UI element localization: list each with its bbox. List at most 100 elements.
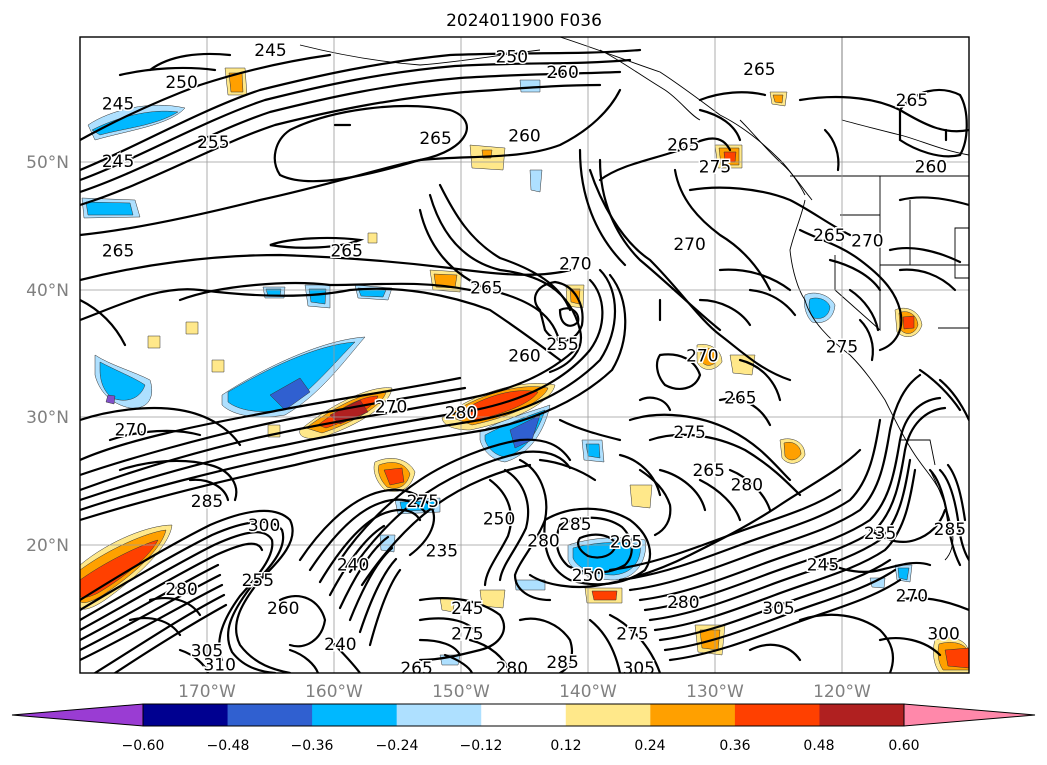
gridlines <box>80 37 969 673</box>
map-frame <box>79 36 970 674</box>
contour-label: 265 <box>330 242 362 262</box>
longitude-axis: 170°W 160°W 150°W 140°W 130°W 120°W <box>178 682 871 702</box>
coastlines <box>299 37 969 561</box>
contour-label: 265 <box>724 388 756 408</box>
contour-label: 255 <box>546 335 578 355</box>
contour-label: 265 <box>419 129 451 149</box>
contour-label: 280 <box>731 475 763 495</box>
colorbar-bin <box>734 704 820 726</box>
contour-label: 270 <box>896 586 928 606</box>
contour-label: 270 <box>686 346 718 366</box>
contour-label: 265 <box>470 279 502 299</box>
contour-label: 310 <box>203 655 235 675</box>
lon-tick-label: 160°W <box>305 682 363 702</box>
contour-label: 245 <box>254 41 286 61</box>
contour-lines <box>80 48 969 673</box>
colorbar-tick-label: −0.36 <box>291 738 334 754</box>
contour-label: 285 <box>546 653 578 673</box>
colorbar-bin <box>565 704 651 726</box>
colorbar-tick-label: −0.12 <box>460 738 503 754</box>
contour-label: 270 <box>559 254 591 274</box>
colorbar-bin <box>396 704 482 726</box>
contour-label: 245 <box>807 556 839 576</box>
contour-label: 240 <box>337 556 369 576</box>
colorbar-tick-label: 0.24 <box>634 738 665 754</box>
contour-label: 300 <box>927 625 959 645</box>
colorbar-high-extend <box>903 703 1036 727</box>
lon-tick-label: 150°W <box>432 682 490 702</box>
colorbar-tick-label: 0.60 <box>888 738 919 754</box>
contour-label: 270 <box>115 420 147 440</box>
lat-tick-label: 20°N <box>26 536 69 556</box>
contour-label: 275 <box>673 423 705 443</box>
contour-label: 260 <box>508 346 540 366</box>
contour-label: 265 <box>743 60 775 80</box>
lat-tick-label: 50°N <box>26 153 69 173</box>
colorbar-tick-label: 0.36 <box>719 738 750 754</box>
contour-label: 280 <box>527 532 559 552</box>
colorbar-bin <box>650 704 736 726</box>
colorbar-bin <box>143 704 229 726</box>
contour-label: 250 <box>483 510 515 530</box>
contour-label: 305 <box>762 599 794 619</box>
colorbar-low-extend <box>11 703 144 727</box>
contour-label: 285 <box>559 515 591 535</box>
contour-label: 305 <box>191 641 223 661</box>
colorbar-bins <box>143 704 905 726</box>
contour-label: 265 <box>667 136 699 156</box>
contour-label: 300 <box>248 516 280 536</box>
contour-label: 280 <box>667 593 699 613</box>
contour-label: 255 <box>242 571 274 591</box>
colorbar-tick-label: −0.60 <box>122 738 165 754</box>
contour-label: 265 <box>692 461 724 481</box>
colorbar-tick-label: −0.24 <box>376 738 419 754</box>
contour-label: 280 <box>165 580 197 600</box>
contour-label: 265 <box>610 533 642 553</box>
contour-label: 250 <box>165 73 197 93</box>
latitude-axis: 50°N 40°N 30°N 20°N <box>26 153 69 556</box>
contour-label: 270 <box>851 231 883 251</box>
contour-label: 250 <box>496 47 528 67</box>
colorbar-bin <box>819 704 905 726</box>
contour-label: 305 <box>623 659 655 679</box>
colorbar-tick-label: 0.12 <box>550 738 581 754</box>
colorbar-bin <box>227 704 313 726</box>
contour-label: 245 <box>451 599 483 619</box>
colorbar-bin <box>481 704 567 726</box>
lon-tick-label: 130°W <box>686 682 744 702</box>
contour-label: 275 <box>616 625 648 645</box>
contour-label: 275 <box>826 337 858 357</box>
contour-label: 250 <box>572 566 604 586</box>
contour-label: 245 <box>102 95 134 115</box>
contour-label: 260 <box>508 127 540 147</box>
contour-label: 280 <box>445 404 477 424</box>
contour-label: 265 <box>102 242 134 262</box>
contour-label: 280 <box>496 659 528 679</box>
lon-tick-label: 140°W <box>559 682 617 702</box>
colorbar-outline <box>142 703 905 727</box>
contour-label: 265 <box>813 226 845 246</box>
contour-label: 285 <box>191 492 223 512</box>
contour-label: 255 <box>197 133 229 153</box>
contour-label: 240 <box>324 635 356 655</box>
colorbar-tick-label: −0.48 <box>207 738 250 754</box>
lat-tick-label: 40°N <box>26 281 69 301</box>
contour-label: 265 <box>896 91 928 111</box>
contour-label: 235 <box>426 542 458 562</box>
contour-label: 285 <box>934 520 966 540</box>
contour-label: 260 <box>546 63 578 83</box>
contour-label: 260 <box>267 599 299 619</box>
lat-tick-label: 30°N <box>26 408 69 428</box>
contour-label: 260 <box>915 157 947 177</box>
contour-label: 265 <box>400 659 432 679</box>
contour-label: 275 <box>407 492 439 512</box>
contour-label: 275 <box>699 157 731 177</box>
contour-label: 235 <box>864 524 896 544</box>
lon-tick-label: 120°W <box>813 682 871 702</box>
colorbar-bin <box>312 704 398 726</box>
colorbar: −0.60 −0.48 −0.36 −0.24 −0.12 0.12 0.24 … <box>11 703 1036 754</box>
map-title: 2024011900 F036 <box>446 11 602 31</box>
